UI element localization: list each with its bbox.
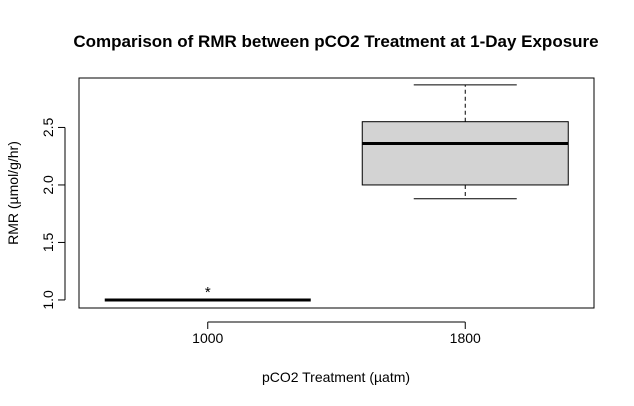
y-tick-label: 1.5	[40, 233, 56, 253]
y-tick-label: 2.0	[40, 175, 56, 195]
y-axis-label: RMR (µmol/g/hr)	[5, 141, 21, 245]
significance-asterisk: *	[205, 284, 211, 301]
boxes-layer: *	[104, 84, 569, 302]
x-axis: 1000 1800	[192, 321, 481, 346]
x-tick-label: 1000	[192, 330, 223, 346]
y-tick-label: 1.0	[40, 290, 56, 310]
y-tick-label: 2.5	[40, 118, 56, 138]
box-1800	[361, 84, 569, 200]
box-1000: *	[104, 284, 311, 302]
x-axis-label: pCO2 Treatment (µatm)	[262, 369, 410, 385]
box-body	[361, 121, 569, 186]
chart-title: Comparison of RMR between pCO2 Treatment…	[73, 32, 598, 51]
y-axis: 1.0 1.5 2.0 2.5	[40, 118, 66, 310]
plot-frame	[78, 77, 595, 309]
x-tick-label: 1800	[450, 330, 481, 346]
